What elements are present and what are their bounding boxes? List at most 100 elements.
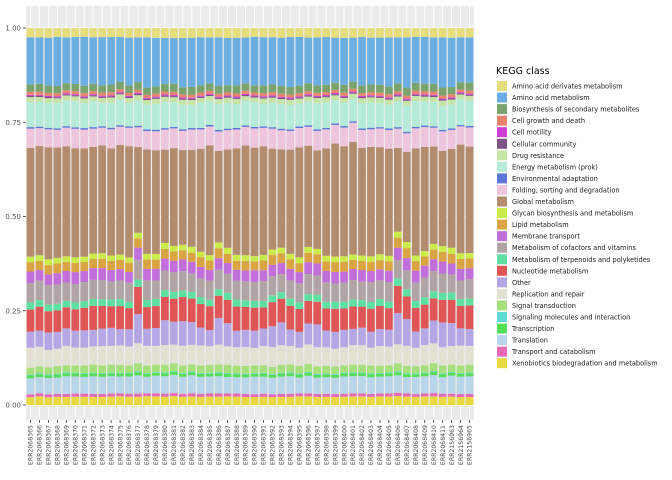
- bar-segment: [89, 373, 98, 377]
- bar-segment: [232, 129, 241, 149]
- bar-segment: [178, 129, 187, 131]
- bar-segment: [44, 28, 53, 38]
- bar-segment: [196, 365, 205, 374]
- bar-segment: [304, 372, 313, 376]
- bar-segment: [277, 130, 286, 150]
- bar-segment: [161, 296, 169, 321]
- bar-segment: [331, 301, 339, 309]
- bar-segment: [313, 294, 322, 302]
- bar-segment: [456, 397, 465, 405]
- bar-segment: [277, 103, 286, 129]
- bar-segment: [232, 365, 241, 374]
- bar-segment: [107, 260, 115, 271]
- bar-segment: [411, 261, 420, 271]
- bar-segment: [196, 327, 205, 346]
- bar-ERR2068410: [429, 28, 438, 405]
- bar-segment: [465, 125, 474, 128]
- bar-segment: [420, 91, 429, 95]
- bar-segment: [152, 98, 160, 104]
- bar-segment: [143, 87, 151, 95]
- bar-segment: [358, 129, 366, 148]
- bar-segment: [447, 375, 456, 394]
- bar-segment: [420, 393, 429, 397]
- bar-segment: [304, 300, 313, 324]
- bar-segment: [438, 322, 447, 348]
- bar-segment: [447, 37, 456, 88]
- bar-segment: [187, 98, 196, 101]
- x-tick-label: ERR2068378: [144, 425, 151, 465]
- bar-segment: [98, 102, 107, 127]
- bar-segment: [134, 37, 142, 83]
- bar-segment: [402, 98, 411, 100]
- bar-segment: [214, 393, 223, 397]
- bar-segment: [456, 299, 465, 306]
- bar-segment: [71, 372, 80, 374]
- bar-segment: [196, 396, 205, 405]
- bar-segment: [465, 279, 474, 299]
- bar-segment: [385, 99, 393, 105]
- bar-segment: [143, 129, 151, 132]
- bar-segment: [277, 253, 286, 264]
- bar-segment: [134, 92, 142, 94]
- bar-segment: [53, 98, 62, 103]
- bar-segment: [385, 86, 393, 95]
- bar-segment: [456, 126, 465, 145]
- x-axis: ERR2068365 ERR2068366 ERR2068367 ERR2068368…: [28, 420, 474, 465]
- bar-segment: [169, 344, 178, 364]
- bar-segment: [420, 101, 429, 126]
- bar-segment: [62, 93, 71, 95]
- bar-segment: [447, 28, 456, 38]
- bar-segment: [134, 363, 142, 372]
- legend-swatch: [497, 173, 507, 184]
- bar-segment: [447, 94, 456, 98]
- bar-segment: [196, 266, 205, 279]
- bar-segment: [205, 83, 214, 91]
- bar-segment: [367, 331, 375, 348]
- bar-segment: [107, 327, 115, 346]
- bar-segment: [241, 393, 250, 398]
- bar-segment: [89, 298, 98, 306]
- bar-segment: [35, 373, 44, 375]
- bar-segment: [465, 28, 474, 38]
- bar-segment: [411, 374, 420, 377]
- bar-segment: [349, 37, 357, 82]
- bar-segment: [26, 347, 35, 368]
- bar-segment: [358, 327, 366, 346]
- bar-segment: [116, 28, 124, 37]
- bar-segment: [250, 300, 259, 308]
- bar-segment: [35, 97, 44, 102]
- legend-item: Amino acid metabolism: [497, 92, 590, 103]
- bar-segment: [71, 284, 80, 303]
- legend-label: Amino acid derivates metabolism: [512, 83, 623, 91]
- bar-segment: [143, 94, 151, 98]
- bar-ERR2068407: [402, 28, 411, 405]
- bar-segment: [107, 270, 115, 282]
- bar-segment: [71, 91, 80, 95]
- bar-segment: [98, 127, 107, 146]
- legend-item: Transcription: [497, 323, 554, 334]
- bar-segment: [295, 28, 304, 37]
- bar-segment: [44, 98, 53, 103]
- bar-segment: [134, 375, 142, 394]
- bar-segment: [304, 262, 313, 275]
- bar-segment: [447, 393, 456, 397]
- bar-segment: [393, 285, 402, 314]
- legend-item: Folding, sorting and degradation: [497, 184, 620, 195]
- bar-segment: [340, 329, 348, 348]
- bar-segment: [393, 95, 402, 97]
- bar-segment: [152, 129, 160, 132]
- bar-segment: [107, 376, 115, 394]
- bar-segment: [322, 96, 331, 98]
- bar-segment: [447, 247, 456, 254]
- bar-segment: [80, 393, 89, 397]
- bar-segment: [277, 149, 286, 248]
- bar-segment: [349, 88, 357, 92]
- bar-segment: [134, 396, 142, 405]
- bar-segment: [295, 98, 304, 104]
- bar-segment: [214, 248, 223, 259]
- bar-segment: [259, 300, 268, 308]
- bar-segment: [98, 37, 107, 86]
- bar-segment: [214, 98, 223, 105]
- bar-segment: [385, 329, 393, 347]
- bar-segment: [35, 128, 44, 147]
